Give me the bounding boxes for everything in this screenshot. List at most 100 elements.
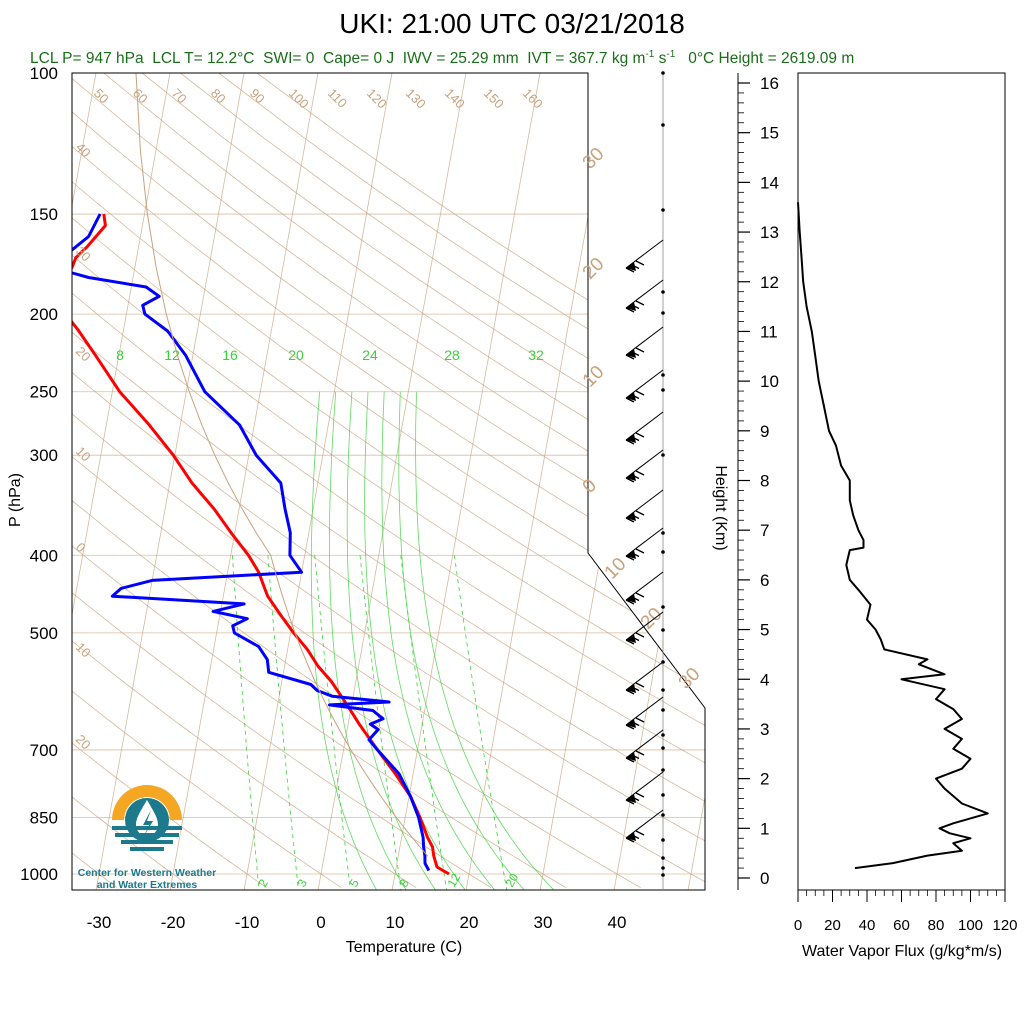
staff-dot: [661, 208, 665, 212]
wind-barb-icon: [625, 489, 664, 523]
wind-barb-icon: [625, 239, 664, 273]
staff-dot: [661, 866, 665, 870]
pressure-tick-label: 150: [30, 205, 58, 224]
mixing-ratio-label: 8: [396, 876, 412, 889]
freezing-height: 0°C Height = 2619.09 m: [688, 50, 855, 68]
staff-dot: [661, 733, 665, 737]
wind-barb-icon: [625, 611, 664, 645]
x-axis-label: Temperature (C): [346, 939, 462, 956]
temperature-tick-label: -10: [235, 913, 260, 932]
pressure-tick-label: 250: [30, 383, 58, 402]
skew-t-frame: [71, 72, 706, 891]
dry-adiabat-label: 70: [169, 86, 190, 107]
staff-dot: [661, 550, 665, 554]
moist-adiabat-label: 12: [164, 347, 180, 363]
dry-adiabat-label: 160: [520, 86, 546, 112]
staff-dot: [661, 746, 665, 750]
staff-dot: [661, 873, 665, 877]
wind-barb-icon: [625, 449, 664, 483]
temperature-tick-label: 10: [386, 913, 405, 932]
pressure-tick-label: 100: [30, 64, 58, 83]
pressure-tick-label: 300: [30, 446, 58, 465]
ivt-value: IVT = 367.7 kg m-1 s-1: [527, 49, 676, 68]
pressure-tick-label: 400: [30, 546, 58, 565]
pressure-tick-label: 200: [30, 305, 58, 324]
pressure-tick-label: 850: [30, 808, 58, 827]
moist-adiabat-label: 8: [116, 347, 124, 363]
temperature-tick-label: 0: [316, 913, 325, 932]
dry-adiabat-label: 60: [130, 86, 151, 107]
parcel-path-line: [135, 73, 429, 857]
staff-dot: [661, 660, 665, 664]
staff-dot: [661, 768, 665, 772]
wind-barb-icon: [625, 326, 664, 360]
swi-value: SWI= 0: [263, 50, 315, 68]
mixing-ratio-label: 12: [444, 871, 463, 890]
temperature-profile-line: [72, 213, 450, 876]
isotherm-label-left: 20: [73, 732, 94, 753]
staff-dot: [661, 708, 665, 712]
mixing-ratio-label: 20: [502, 871, 521, 890]
isotherm-label-right: 10: [601, 554, 631, 584]
staff-dot: [661, 605, 665, 609]
dry-adiabat-label: 90: [247, 86, 268, 107]
staff-dot: [661, 856, 665, 860]
isotherm-label-left: 40: [73, 140, 94, 161]
page-title: UKI: 21:00 UTC 03/21/2018: [339, 8, 685, 39]
mixing-ratio-label: 3: [294, 876, 310, 889]
staff-dot: [661, 311, 665, 315]
staff-dot: [661, 373, 665, 377]
temperature-tick-label: 30: [534, 913, 553, 932]
pressure-tick-label: 1000: [20, 865, 58, 884]
temperature-tick-label: -20: [161, 913, 186, 932]
pressure-tick-label: 500: [30, 624, 58, 643]
moist-adiabat-label: 16: [222, 347, 238, 363]
dry-adiabat-label: 130: [403, 86, 429, 112]
dry-adiabat-label: 150: [481, 86, 507, 112]
ivt-unit: s: [654, 50, 667, 68]
staff-dot: [661, 388, 665, 392]
sounding-info-line: LCL P= 947 hPa LCL T= 12.2°C SWI= 0 Cape…: [30, 49, 1020, 68]
mixing-ratio-label: 2: [255, 876, 271, 889]
cape-value: Cape= 0 J: [323, 50, 395, 68]
wind-barb-icon: [625, 369, 664, 403]
moist-adiabat-label: 20: [288, 347, 304, 363]
lcl-pressure: LCL P= 947 hPa: [30, 50, 144, 68]
isotherm-label-left: 10: [73, 444, 94, 465]
dry-adiabat-label: 140: [442, 86, 468, 112]
wind-barb-icon: [625, 729, 664, 763]
dry-adiabat-label: 50: [91, 86, 112, 107]
isotherm-label-right: 0: [579, 475, 601, 497]
staff-dot: [661, 71, 665, 75]
mixing-ratio-label: 5: [346, 876, 362, 889]
pressure-tick-label: 700: [30, 741, 58, 760]
dewpoint-profile-line: [72, 213, 431, 872]
iwv-value: IWV = 25.29 mm: [402, 50, 519, 68]
isotherm-label-right: 20: [579, 254, 609, 284]
wind-barb-icon: [625, 696, 664, 730]
staff-dot: [661, 628, 665, 632]
staff-dot: [661, 290, 665, 294]
ivt-text: IVT = 367.7 kg m: [527, 50, 646, 68]
wind-barb-icon: [625, 661, 664, 695]
staff-dot: [661, 838, 665, 842]
dry-adiabat-label: 100: [286, 86, 312, 112]
dry-adiabat-label: 80: [208, 86, 229, 107]
staff-dot: [661, 813, 665, 817]
wind-barb-icon: [625, 411, 664, 445]
temperature-tick-label: 40: [608, 913, 627, 932]
temperature-tick-label: 20: [460, 913, 479, 932]
temperature-tick-label: -30: [87, 913, 112, 932]
staff-dot: [661, 531, 665, 535]
wind-barb-icon: [625, 771, 664, 805]
wind-barb-icon: [625, 809, 664, 843]
isotherm-label-right: 30: [675, 664, 705, 694]
isotherm-label-right: 10: [579, 362, 609, 392]
dry-adiabat-label: 110: [325, 86, 350, 111]
staff-dot: [661, 123, 665, 127]
staff-dot: [661, 453, 665, 457]
staff-dot: [661, 793, 665, 797]
isotherm-label-right: 30: [579, 144, 609, 174]
lcl-temperature: LCL T= 12.2°C: [152, 50, 255, 68]
